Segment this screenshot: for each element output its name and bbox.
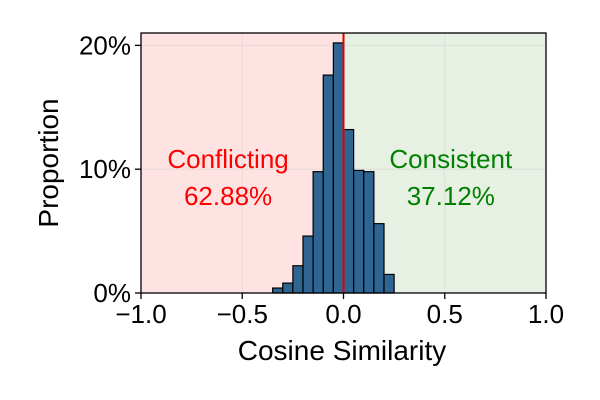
histogram-bar [383,273,395,294]
region-label-name: Conflicting [167,144,288,174]
histogram-bar [302,235,314,294]
y-tick-label: 0% [93,278,131,308]
x-tick-label: 0.5 [427,299,463,329]
x-axis-title: Cosine Similarity [238,335,447,366]
region-label-percent: 37.12% [407,181,495,211]
x-tick-label: 0.0 [325,299,361,329]
histogram-bar [282,282,294,294]
y-axis-title: Proportion [33,98,64,227]
histogram-bar [272,287,284,294]
histogram-bar [373,223,385,294]
x-tick-label: 1.0 [528,299,564,329]
region-label-name: Consistent [389,144,513,174]
histogram-bar [312,171,324,294]
histogram-bar [342,128,355,294]
histogram-bar [353,169,365,294]
y-tick-label: 10% [79,154,131,184]
region-label-percent: 62.88% [184,181,272,211]
x-tick-label: −0.5 [217,299,268,329]
histogram-bar [322,74,334,294]
region-labels: Conflicting 62.88% Consistent 37.12% [167,144,513,211]
histogram-bar [332,42,345,294]
x-tick-label: −1.0 [115,299,166,329]
y-axis-ticks: 0% 10% 20% [79,30,141,308]
histogram-bar [363,171,375,294]
histogram-bar [292,265,304,294]
x-axis-ticks: −1.0 −0.5 0.0 0.5 1.0 [115,293,564,329]
y-tick-label: 20% [79,30,131,60]
